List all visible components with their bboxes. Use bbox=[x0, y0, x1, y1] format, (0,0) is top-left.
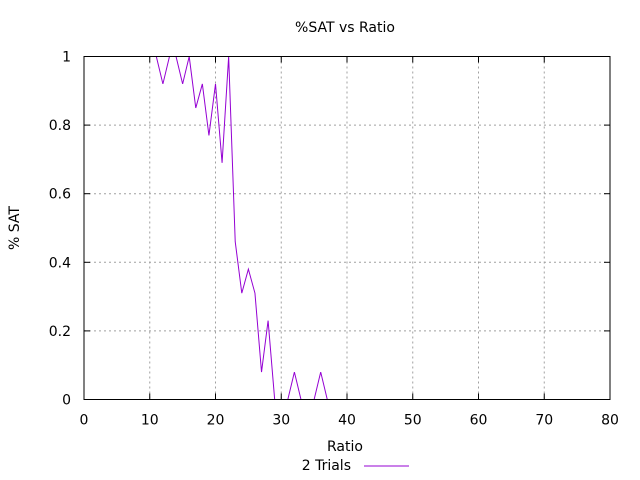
x-tick-label: 0 bbox=[80, 413, 89, 429]
y-tick-label: 0.8 bbox=[49, 118, 71, 134]
chart-title: %SAT vs Ratio bbox=[295, 20, 395, 36]
x-tick-label: 20 bbox=[207, 413, 225, 429]
legend-label: 2 Trials bbox=[302, 458, 351, 474]
x-tick-label: 80 bbox=[601, 413, 619, 429]
x-tick-label: 40 bbox=[338, 413, 356, 429]
legend: 2 Trials bbox=[302, 458, 409, 474]
x-tick-label: 60 bbox=[470, 413, 488, 429]
x-tick-label: 70 bbox=[535, 413, 553, 429]
x-axis-label: Ratio bbox=[327, 439, 363, 455]
ticks: 0 10 20 30 40 50 60 70 80 0 0.2 0.4 0.6 0.8 1 bbox=[49, 50, 619, 429]
y-axis-label: % SAT bbox=[7, 206, 23, 250]
y-tick-label: 0.6 bbox=[49, 187, 71, 203]
x-tick-label: 50 bbox=[404, 413, 422, 429]
x-tick-label: 10 bbox=[141, 413, 159, 429]
y-tick-label: 1 bbox=[62, 50, 71, 66]
y-tick-label: 0.2 bbox=[49, 324, 71, 340]
series-line-0 bbox=[90, 56, 610, 400]
series-layer bbox=[90, 56, 610, 400]
y-tick-label: 0 bbox=[62, 393, 71, 409]
grid bbox=[84, 56, 610, 400]
y-tick-label: 0.4 bbox=[49, 255, 71, 271]
x-tick-label: 30 bbox=[272, 413, 290, 429]
